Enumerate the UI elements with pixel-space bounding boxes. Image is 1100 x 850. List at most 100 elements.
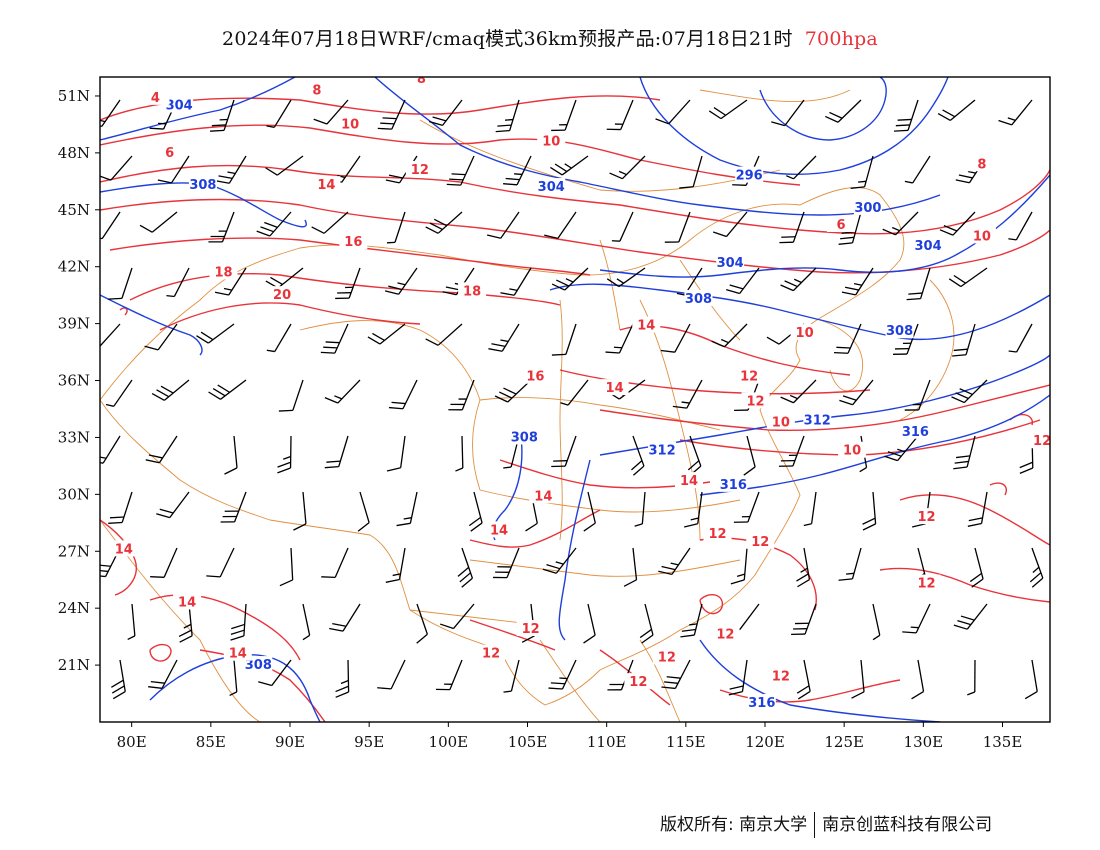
lon-tick-label: 130E <box>904 733 944 751</box>
wind-barb <box>488 323 520 352</box>
wind-barb <box>884 435 919 462</box>
wind-barb <box>439 603 475 630</box>
temperature-contour-label: 14 <box>490 523 508 538</box>
lat-tick-label: 36N <box>58 372 90 390</box>
korea-outline <box>819 319 864 392</box>
temperature-contour-label: 12 <box>917 577 935 592</box>
wind-barb <box>196 323 235 344</box>
temperature-contour-label: 20 <box>273 288 291 303</box>
wind-barb <box>948 267 988 288</box>
height-contour-label-knockout <box>510 428 539 445</box>
wind-barb <box>266 99 292 128</box>
temperature-contour-label-knockout <box>790 324 819 341</box>
wind-barb <box>550 155 589 176</box>
temperature-contour-label: 12 <box>716 628 734 643</box>
temp-contour-14d <box>469 509 601 548</box>
wind-barb <box>902 603 931 634</box>
map-background <box>100 77 1050 722</box>
temperature-contour-label-knockout <box>766 413 795 430</box>
wind-barb <box>583 491 596 532</box>
wind-barb <box>838 547 862 581</box>
temperature-contour-label: 14 <box>680 474 698 489</box>
wind-barb <box>952 323 976 357</box>
wind-barb <box>435 659 463 691</box>
wind-barb <box>906 267 931 301</box>
temperature-contour-label: 14 <box>606 381 624 396</box>
temp-contour-small-1 <box>149 643 172 662</box>
temperature-contour-label-knockout <box>405 160 434 177</box>
wind-barb <box>311 211 349 234</box>
wind-barb <box>679 155 703 189</box>
province-border-1 <box>299 320 481 491</box>
temperature-contour-label-knockout <box>173 593 202 610</box>
wind-barb <box>206 547 235 578</box>
height-contour-label: 304 <box>717 256 744 271</box>
credit-separator <box>814 812 816 838</box>
temperature-contour-label-knockout <box>632 316 661 333</box>
height-contour-label: 304 <box>538 180 565 195</box>
wind-barb <box>771 99 805 127</box>
indochina-outline <box>539 639 681 722</box>
wind-barb <box>953 435 976 470</box>
lon-tick-label: 135E <box>983 733 1023 751</box>
lat-tick-label: 27N <box>58 542 90 560</box>
height-contour-308-sw <box>100 294 203 356</box>
wind-barb <box>386 435 406 472</box>
temp-contour-small-4 <box>989 482 1007 496</box>
province-border-4 <box>639 299 701 541</box>
wind-barb <box>100 435 121 464</box>
lon-tick-label: 85E <box>196 733 226 751</box>
temperature-contour-label: 10 <box>973 229 991 244</box>
height-contour-label: 316 <box>902 425 929 440</box>
wind-barb <box>839 379 874 406</box>
wind-barb <box>661 659 691 690</box>
wind-barb <box>151 379 190 401</box>
temperature-contour-label-knockout <box>746 532 775 549</box>
lon-tick-label: 110E <box>587 733 627 751</box>
lon-tick-label: 120E <box>745 733 785 751</box>
wind-barb <box>951 379 988 404</box>
height-contour-308-mid <box>549 283 1050 341</box>
province-border-3 <box>559 299 563 541</box>
map-frame <box>99 76 1051 723</box>
temp-contour-16 <box>109 237 591 276</box>
temperature-contour-label-knockout <box>703 525 732 542</box>
wind-barb <box>872 603 881 641</box>
temperature-contour-label-knockout <box>1028 432 1050 449</box>
wind-barb <box>743 435 756 476</box>
lat-tick-label: 48N <box>58 144 90 162</box>
wind-barb <box>139 211 178 233</box>
wind-barb <box>606 267 646 288</box>
lat-tick-label: 39N <box>58 315 90 333</box>
wind-barb <box>655 99 691 125</box>
wind-barb <box>560 379 589 406</box>
wind-barb <box>780 379 817 404</box>
temperature-contour-label: 4 <box>151 91 160 106</box>
wind-barb <box>256 211 292 237</box>
wind-barb <box>108 491 133 524</box>
height-contour-label: 308 <box>245 658 272 673</box>
wind-barb <box>335 267 361 300</box>
temperature-contour-label-knockout <box>155 143 184 160</box>
height-contour-label-knockout <box>188 176 217 193</box>
wind-barb <box>791 603 817 636</box>
wind-barb <box>851 659 865 699</box>
wind-barb <box>998 99 1033 126</box>
temperature-contour-label: 10 <box>542 135 560 150</box>
height-contour-label: 316 <box>720 478 747 493</box>
wind-barb <box>838 211 862 245</box>
credit-left: 版权所有: 南京大学 <box>660 815 808 835</box>
wind-barb <box>609 155 646 180</box>
height-contour-label-knockout <box>165 96 194 113</box>
wind-barb <box>324 379 361 404</box>
temp-contour-18 <box>129 273 561 306</box>
height-contour-316 <box>699 394 1050 496</box>
wind-barb <box>780 267 817 292</box>
wind-barb <box>778 435 805 467</box>
height-contour-label: 316 <box>748 696 775 711</box>
wind-barb <box>357 491 370 532</box>
wind-barb <box>495 99 520 133</box>
height-contour-label: 312 <box>649 444 676 459</box>
wind-barb <box>111 659 126 700</box>
temperature-contour-label: 14 <box>317 178 335 193</box>
